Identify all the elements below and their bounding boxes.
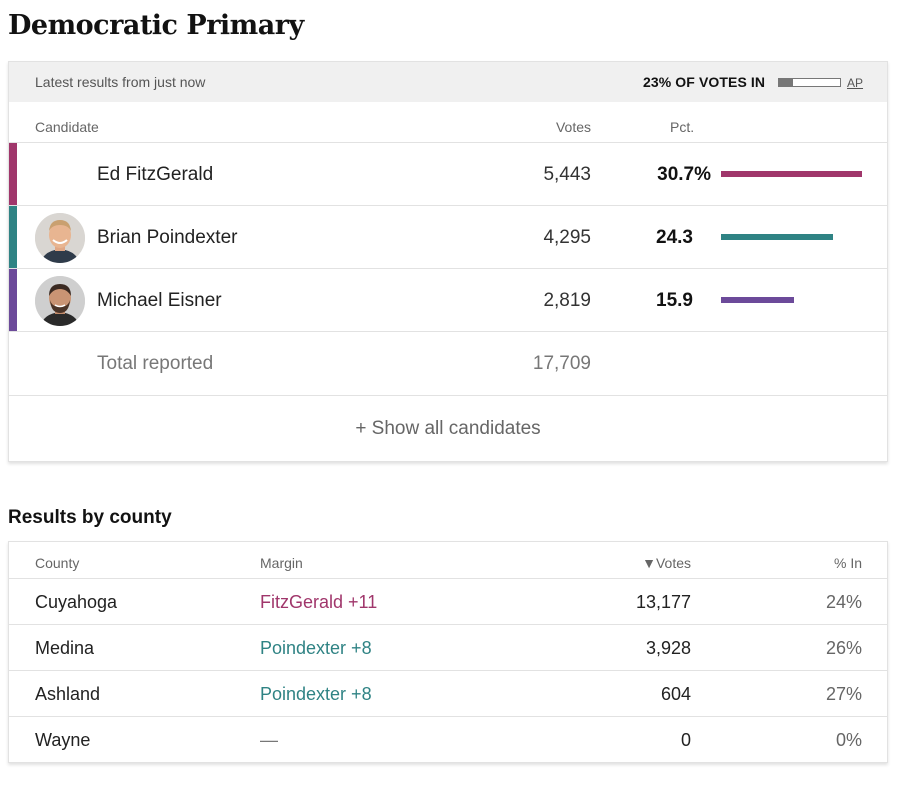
- candidate-votes: 5,443: [543, 164, 591, 185]
- candidate-photo-avatar: [35, 276, 85, 326]
- candidate-name: Brian Poindexter: [97, 227, 238, 248]
- county-margin: —: [260, 730, 278, 750]
- candidate-row: Michael Eisner 2,819 15.9: [9, 268, 887, 331]
- pct-column-header: Pct.: [670, 119, 695, 135]
- votes-in-progress-bar: [778, 78, 841, 87]
- county-row: Cuyahoga FitzGerald +11 13,177 24%: [9, 578, 887, 624]
- votes-in-label: 23% OF VOTES IN: [643, 74, 766, 90]
- county-pct-in: 0%: [835, 730, 862, 750]
- votes-sort-header[interactable]: ▼Votes: [642, 555, 691, 571]
- results-table: Latest results from just now 23% OF VOTE…: [8, 61, 888, 462]
- county-results-table: County Margin ▼Votes % In Cuyahoga FitzG…: [8, 541, 888, 763]
- candidate-votes: 2,819: [543, 290, 591, 311]
- total-reported-votes: 17,709: [532, 353, 591, 374]
- candidate-name: Michael Eisner: [97, 290, 222, 311]
- candidate-pct: 15.9: [656, 290, 693, 311]
- county-votes: 13,177: [635, 592, 691, 612]
- margin-column-header: Margin: [260, 555, 303, 571]
- results-status-bar: Latest results from just now 23% OF VOTE…: [9, 62, 887, 102]
- county-name: Medina: [35, 638, 95, 658]
- county-votes: 3,928: [645, 638, 691, 658]
- show-all-candidates-row: + Show all candidates: [9, 395, 887, 462]
- show-all-candidates-button[interactable]: + Show all candidates: [355, 418, 541, 439]
- total-reported-label: Total reported: [97, 353, 214, 374]
- total-reported-row: Total reported 17,709: [9, 331, 887, 394]
- county-margin: Poindexter +8: [260, 684, 372, 704]
- county-votes: 604: [660, 684, 691, 704]
- candidate-column-header: Candidate: [35, 119, 99, 135]
- candidate-color-stripe: [9, 143, 17, 205]
- page-title: Democratic Primary: [8, 10, 304, 41]
- county-row: Medina Poindexter +8 3,928 26%: [9, 624, 887, 670]
- county-section-title: Results by county: [8, 507, 172, 528]
- candidate-name: Ed FitzGerald: [97, 164, 214, 185]
- county-name: Ashland: [35, 684, 101, 704]
- latest-results-text: Latest results from just now: [35, 74, 206, 90]
- county-row: Wayne — 0 0%: [9, 716, 887, 762]
- pct-in-column-header: % In: [833, 555, 862, 571]
- candidate-pct-bar: [721, 234, 833, 240]
- candidate-color-stripe: [9, 206, 17, 268]
- votes-column-header: Votes: [555, 119, 591, 135]
- candidate-pct: 30.7%: [657, 164, 711, 185]
- county-pct-in: 26%: [825, 638, 862, 658]
- candidate-votes: 4,295: [543, 227, 591, 248]
- candidate-pct: 24.3: [656, 227, 693, 248]
- candidate-color-stripe: [9, 269, 17, 331]
- votes-in-progress-fill: [779, 79, 794, 86]
- candidate-pct-bar: [721, 297, 794, 303]
- candidate-pct-bar: [721, 171, 862, 177]
- county-name: Wayne: [35, 730, 91, 750]
- county-row: Ashland Poindexter +8 604 27%: [9, 670, 887, 716]
- candidate-row: Brian Poindexter 4,295 24.3: [9, 205, 887, 268]
- county-name: Cuyahoga: [35, 592, 118, 612]
- county-pct-in: 27%: [825, 684, 862, 704]
- county-column-header: County: [35, 555, 80, 571]
- county-votes: 0: [680, 730, 691, 750]
- county-pct-in: 24%: [825, 592, 862, 612]
- ap-link[interactable]: AP: [847, 76, 864, 90]
- county-margin: FitzGerald +11: [260, 592, 378, 612]
- candidate-photo-avatar: [35, 213, 85, 263]
- candidate-row: Ed FitzGerald 5,443 30.7%: [9, 142, 887, 205]
- county-margin: Poindexter +8: [260, 638, 372, 658]
